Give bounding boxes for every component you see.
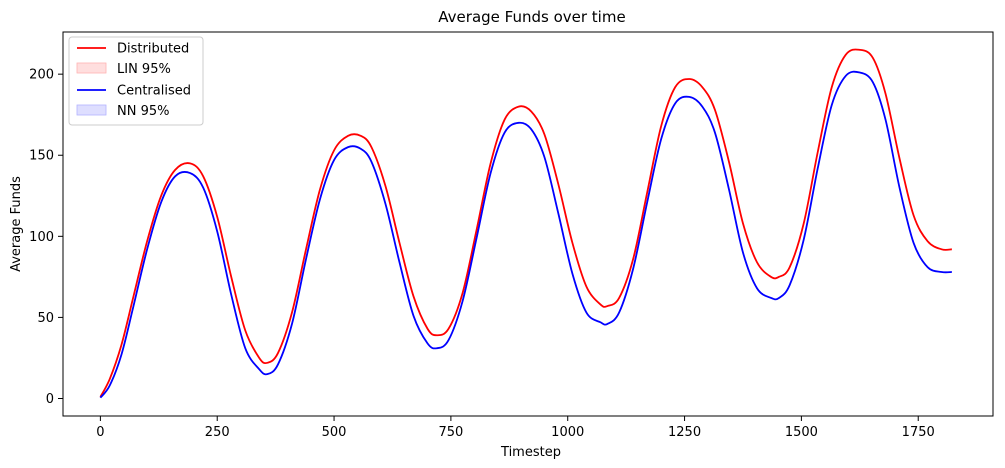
- legend: Distributed LIN 95% Centralised NN 95%: [68, 36, 204, 126]
- legend-label-lin-95: LIN 95%: [117, 62, 171, 77]
- legend-swatch-nn-95: [76, 104, 107, 116]
- chart-title: Average Funds over time: [438, 8, 625, 26]
- series-line-centralised: [99, 70, 952, 399]
- legend-label-nn-95: NN 95%: [117, 104, 169, 119]
- y-axis-label: Average Funds: [9, 176, 24, 272]
- y-tick-label: 200: [29, 68, 54, 83]
- x-axis: 0 250 500 750 1000 1250 1500 1750: [96, 416, 935, 440]
- legend-box: [68, 36, 204, 126]
- x-tick-label: 750: [438, 425, 463, 440]
- x-tick-label: 1500: [785, 425, 818, 440]
- legend-label-distributed: Distributed: [117, 42, 189, 57]
- x-tick-label: 250: [205, 425, 230, 440]
- x-tick-label: 1000: [551, 425, 584, 440]
- legend-label-centralised: Centralised: [117, 84, 191, 99]
- legend-swatch-lin-95: [76, 62, 107, 74]
- y-tick-label: 100: [29, 230, 54, 245]
- x-tick-label: 1750: [902, 425, 935, 440]
- y-tick-label: 0: [46, 392, 54, 407]
- plot-area-frame: [62, 31, 994, 417]
- y-tick-label: 150: [29, 149, 54, 164]
- series-line-distributed: [99, 48, 952, 398]
- x-tick-label: 500: [322, 425, 347, 440]
- series-layer: [99, 48, 952, 399]
- x-axis-label: Timestep: [500, 445, 561, 460]
- y-axis: 0 50 100 150 200: [29, 68, 63, 407]
- x-tick-label: 0: [96, 425, 104, 440]
- x-tick-label: 1250: [668, 425, 701, 440]
- y-tick-label: 50: [37, 311, 54, 326]
